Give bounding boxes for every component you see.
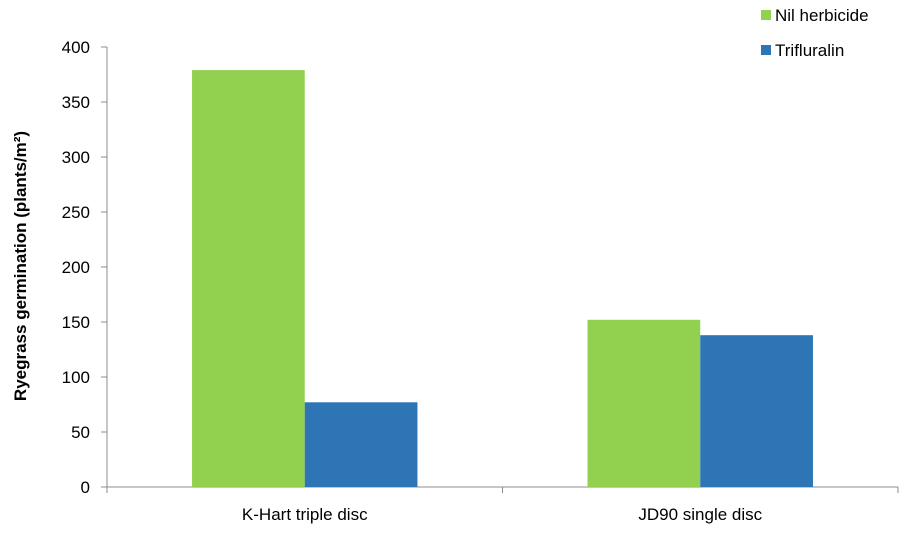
bar: [700, 335, 813, 487]
legend-label: Nil herbicide: [775, 6, 869, 25]
x-category-label: JD90 single disc: [638, 505, 762, 524]
legend-swatch: [761, 10, 771, 20]
y-tick-label: 400: [62, 38, 90, 57]
y-tick-label: 50: [71, 423, 90, 442]
x-category-label: K-Hart triple disc: [242, 505, 368, 524]
legend-swatch: [761, 45, 771, 55]
legend: Nil herbicide Trifluralin: [761, 6, 869, 60]
legend-label: Trifluralin: [775, 41, 844, 60]
y-tick-label: 0: [81, 478, 90, 497]
bar: [192, 70, 305, 487]
y-tick-label: 300: [62, 148, 90, 167]
y-axis-title: Ryegrass germination (plants/m²): [11, 131, 30, 401]
y-tick-label: 250: [62, 203, 90, 222]
y-tick-label: 100: [62, 368, 90, 387]
bar: [587, 319, 701, 487]
y-tick-label: 150: [62, 313, 90, 332]
labels: 0 50 100 150 200 250 300 350 400 K-Hart triple di…: [62, 38, 763, 524]
bars: [192, 70, 813, 487]
y-tick-label: 350: [62, 93, 90, 112]
bar: [304, 402, 418, 487]
y-tick-label: 200: [62, 258, 90, 277]
